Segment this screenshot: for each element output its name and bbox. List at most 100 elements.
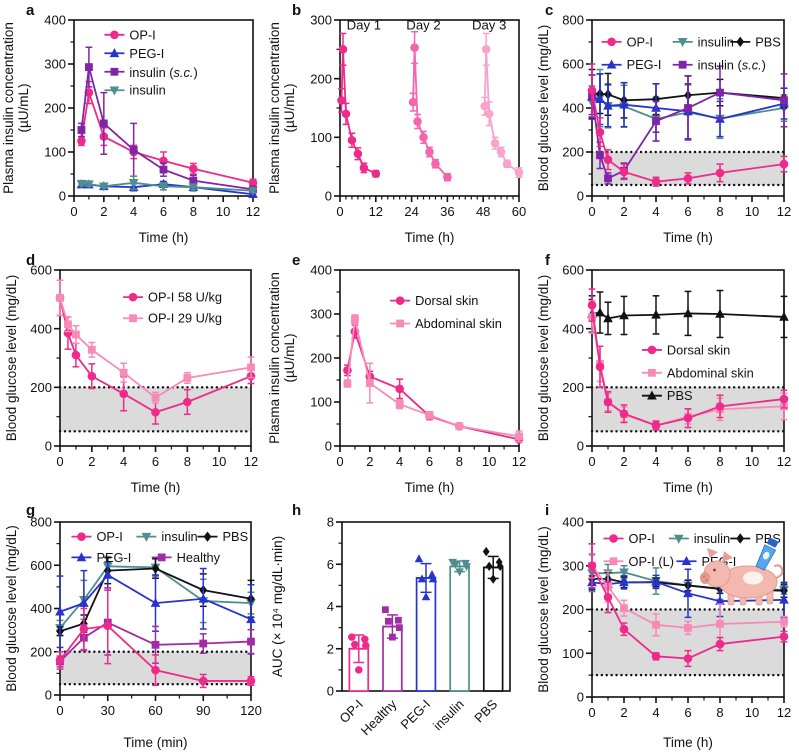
svg-text:Abdominal skin: Abdominal skin	[667, 365, 754, 380]
y-tick-label: 100	[562, 646, 584, 661]
series-insulin	[76, 175, 258, 196]
x-tick-label: 4	[130, 204, 137, 219]
legend-item-insulin: insulin	[668, 531, 730, 546]
series-PEG-I	[587, 73, 789, 140]
x-tick-label: 10	[745, 705, 759, 720]
y-axis: 0 200 400 600 800	[30, 515, 60, 703]
x-tick-label: 2	[366, 454, 373, 469]
x-category-label: OP-I	[336, 697, 366, 727]
x-axis: 0 2 4 6 8 10 12	[70, 196, 260, 219]
x-tick-label: 10	[745, 454, 759, 469]
x-tick-label: 8	[184, 454, 191, 469]
legend-item-Healthy: Healthy	[151, 550, 221, 565]
svg-text:insulin: insulin	[129, 83, 165, 98]
y-tick-label: 200	[30, 644, 52, 659]
x-category-label: Healthy	[358, 696, 400, 738]
y-axis-label: Plasma insulin concentration	[267, 272, 282, 444]
svg-text:OP-I: OP-I	[96, 529, 122, 544]
x-axis: 0 2 4 6 8 10 12	[56, 446, 258, 469]
series-Day 3	[480, 32, 524, 178]
x-tick-label: 12	[777, 204, 791, 219]
y-tick-label: 300	[310, 13, 332, 28]
y-tick-label: 800	[30, 515, 52, 530]
chart-blood-glucose-skin-site: 0 2 4 6 8 10 12 0 200 400 600 Time (h) Blood glucose…	[536, 263, 791, 495]
y-tick-label: 400	[44, 13, 66, 28]
legend-item-Dorsal skin: Dorsal skin	[641, 342, 730, 357]
x-axis-label: Time (h)	[663, 735, 713, 750]
panel-b: b 0 12 24 36 48 60 0 100 200 300 Time (h) Plasma in…	[266, 0, 532, 250]
x-tick-label: 0	[588, 705, 595, 720]
y-tick-label: 100	[310, 395, 332, 410]
legend-item-OP-I: OP-I	[104, 27, 156, 42]
y-tick-label: 300	[44, 57, 66, 72]
y-tick-label: 4	[327, 599, 334, 614]
panel-a: a 0 2 4 6 8 10 12 0 100 200 300 400 Time (h) Plasma i…	[0, 0, 266, 250]
y-axis: 0 100 200 300	[310, 13, 340, 204]
x-category-label: PBS	[471, 696, 500, 725]
series-Dorsal skin	[587, 288, 789, 431]
series-Day 2	[408, 30, 452, 182]
x-tick-label: 120	[240, 703, 262, 718]
panel-letter-d: d	[26, 252, 36, 269]
y-tick-label: 200	[310, 351, 332, 366]
x-axis-label: Time (h)	[139, 230, 189, 245]
series-OP-I	[55, 587, 256, 689]
y-tick-label: 400	[562, 101, 584, 116]
y-tick-label: 0	[577, 690, 584, 705]
y-axis-label: Blood glucose level (mg/dL)	[4, 525, 19, 692]
annotation-Day 1: Day 1	[347, 17, 381, 32]
y-axis-label: Plasma insulin concentration	[267, 22, 282, 194]
y-axis-label: Blood glucose level (mg/dL)	[536, 25, 551, 192]
series-OP-I	[587, 63, 789, 187]
pig-illustration	[700, 537, 784, 606]
y-tick-label: 600	[30, 558, 52, 573]
series-Abdominal skin	[343, 314, 523, 443]
x-tick-label: 2	[100, 204, 107, 219]
pig-ear-icon	[707, 548, 718, 558]
x-axis-label: Time (h)	[405, 230, 455, 245]
panel-letter-g: g	[26, 502, 36, 519]
x-tick-label: 90	[196, 703, 210, 718]
legend-item-PBS: PBS	[197, 529, 248, 544]
y-tick-label: 100	[310, 130, 332, 145]
pig-nostril-icon	[703, 575, 705, 578]
x-axis-label: Time (h)	[405, 480, 455, 495]
svg-text:Dorsal skin: Dorsal skin	[415, 293, 478, 308]
y-tick-label: 200	[310, 71, 332, 86]
x-tick-label: 6	[160, 204, 167, 219]
panel-letter-c: c	[545, 2, 554, 19]
x-tick-label: 2	[620, 204, 627, 219]
annotation-Day 2: Day 2	[406, 17, 440, 32]
panel-letter-i: i	[545, 502, 550, 519]
panel-letter-h: h	[292, 502, 302, 519]
legend-item-PEG-I: PEG-I	[601, 57, 661, 72]
bar-Healthy	[382, 606, 403, 692]
svg-text:insulin (s.c.): insulin (s.c.)	[129, 64, 197, 79]
chart-plasma-insulin-rats: 0 2 4 6 8 10 12 0 100 200 300 400 Time (h) Plasma ins…	[1, 13, 260, 245]
y-tick-label: 8	[327, 515, 334, 530]
legend-item-OP-I (L): OP-I (L)	[603, 554, 674, 569]
x-axis: 0 2 4 6 8 10 12	[588, 697, 791, 720]
x-tick-label: 4	[652, 705, 659, 720]
y-tick-label: 600	[562, 57, 584, 72]
legend-item-OP-I: OP-I	[71, 529, 123, 544]
legend-item-OP-I: OP-I	[603, 531, 655, 546]
panel-g: g 0 30 60 90 120 0 200 400 600 800 Time (min) Blood…	[0, 500, 266, 755]
legend-item-Dorsal skin: Dorsal skin	[390, 293, 478, 308]
x-tick-label: 60	[512, 204, 526, 219]
bar-PEG-I	[414, 554, 438, 692]
svg-text:OP-I: OP-I	[129, 27, 155, 42]
y-tick-label: 0	[325, 189, 332, 204]
svg-text:OP-I: OP-I	[627, 34, 653, 49]
x-tick-label: 10	[216, 204, 230, 219]
x-tick-label: 0	[56, 454, 63, 469]
x-category-label: PEG-I	[397, 697, 433, 733]
legend-item-insulin (s.c.): insulin (s.c.)	[104, 64, 198, 79]
x-tick-label: 8	[716, 705, 723, 720]
chart-blood-glucose-treatments: 0 2 4 6 8 10 12 0 200 400 600 800 Time (h) Blood gluc…	[536, 13, 791, 245]
x-tick-label: 30	[101, 703, 115, 718]
panel-letter-e: e	[292, 252, 301, 269]
legend-item-Abdominal skin: Abdominal skin	[390, 316, 502, 331]
x-tick-label: 12	[369, 204, 383, 219]
bar-insulin	[448, 558, 471, 692]
